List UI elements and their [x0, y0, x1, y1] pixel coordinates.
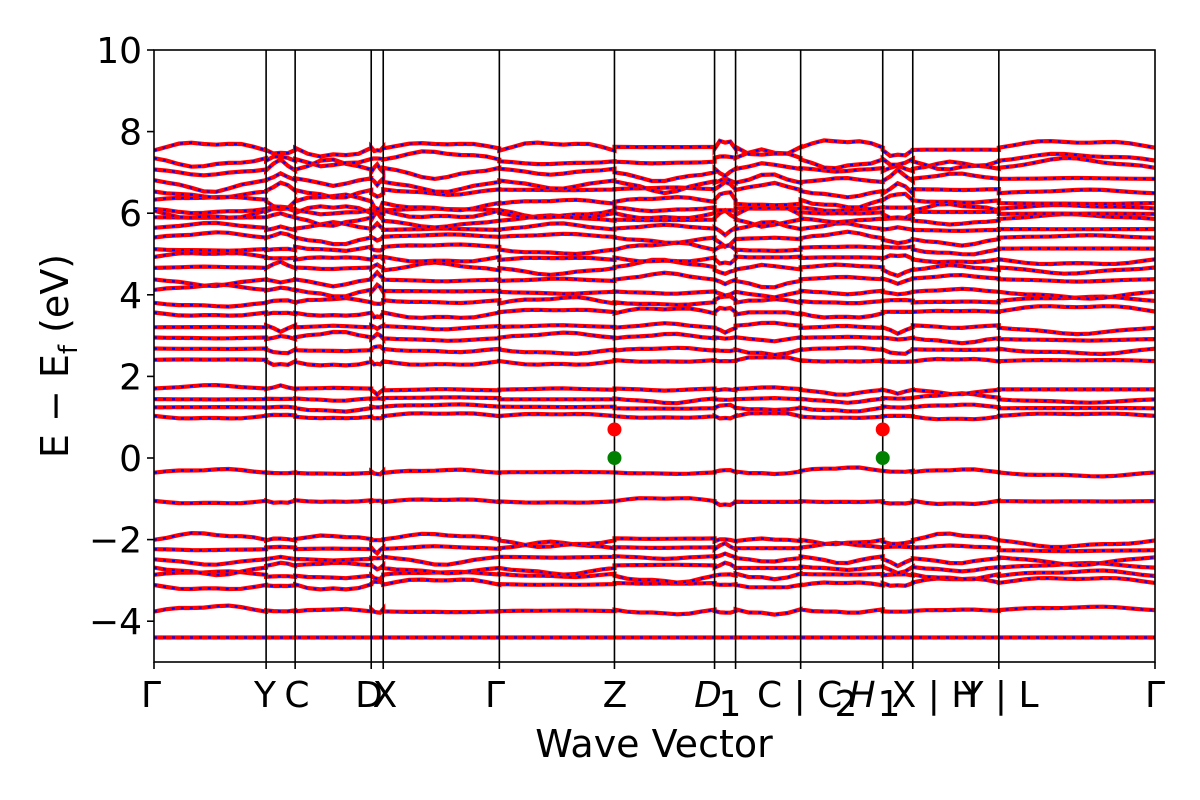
- cbm-marker-1: [875, 422, 890, 437]
- x-tick-label-gamma-1: Γ: [141, 675, 161, 716]
- band-line-blue-2: [153, 576, 1156, 591]
- band-line-blue-11: [153, 403, 1156, 413]
- y-tick-label-6: 8: [119, 113, 142, 154]
- band-line-red-20: [153, 281, 1156, 301]
- band-line-blue-15: [153, 345, 1156, 357]
- y-axis-label: E − Ef (eV): [33, 254, 84, 458]
- band-line-blue-9: [153, 466, 1156, 478]
- band-line-blue-7: [153, 531, 1156, 549]
- band-line-blue-14: [153, 356, 1156, 367]
- band-line-blue-21: [153, 270, 1156, 289]
- x-axis-ticks: Γ Y C D X Γ Z D 1 C | C 2 H 1 X | H Y | …: [141, 662, 1165, 725]
- band-line-blue-20: [153, 283, 1156, 300]
- y-tick-label-3: 2: [119, 357, 142, 398]
- band-line-blue-33: [153, 156, 1156, 183]
- band-line-red-7: [153, 530, 1156, 550]
- cbm-marker-0: [607, 422, 622, 437]
- x-tick-label-y-l: Y | L: [960, 675, 1038, 716]
- x-tick-label-y: Y: [253, 675, 277, 716]
- y-tick-label-1: −2: [89, 521, 142, 562]
- band-line-red-16: [153, 329, 1156, 346]
- x-tick-label-x-h: X | H: [892, 675, 979, 716]
- y-axis-label-unit: (eV): [33, 254, 77, 345]
- x-tick-label-gamma-2: Γ: [485, 675, 505, 716]
- band-line-red-19: [153, 294, 1156, 309]
- band-line-red-34: [153, 147, 1156, 172]
- band-line-blue-19: [153, 295, 1156, 308]
- bands-layer: [153, 138, 1156, 640]
- x-tick-label-x: X: [373, 675, 398, 716]
- band-line-blue-32: [153, 168, 1156, 195]
- band-line-blue-13: [153, 383, 1155, 397]
- x-tick-label-d1-subscript: 1: [719, 684, 742, 725]
- band-line-blue-1: [153, 604, 1156, 616]
- y-tick-label-7: 10: [96, 31, 142, 72]
- band-line-blue-10: [153, 412, 1156, 421]
- band-line-blue-27: [153, 208, 1156, 229]
- band-line-red-26: [153, 219, 1156, 238]
- band-line-blue-29: [153, 205, 1156, 220]
- band-line-blue-30: [153, 191, 1156, 212]
- band-line-red-18: [153, 304, 1156, 320]
- y-tick-label-5: 6: [119, 194, 142, 235]
- x-tick-label-z-h1: H: [848, 675, 875, 716]
- band-line-blue-6: [153, 540, 1156, 555]
- band-line-blue-28: [153, 202, 1156, 219]
- band-line-blue-5: [153, 552, 1156, 568]
- band-line-blue-25: [153, 230, 1156, 248]
- x-axis-label: Wave Vector: [535, 722, 773, 766]
- x-tick-label-c2-subscript: 2: [835, 684, 858, 725]
- band-line-red-17: [153, 320, 1156, 337]
- band-edge-markers: [607, 422, 890, 465]
- band-line-blue-4: [153, 561, 1156, 577]
- y-axis-label-main: E − E: [33, 354, 77, 458]
- y-tick-label-0: −4: [89, 602, 142, 643]
- x-tick-label-d1: D: [694, 675, 722, 716]
- band-line-blue-12: [153, 392, 1156, 405]
- band-line-red-3: [153, 568, 1156, 585]
- band-line-red-23: [153, 251, 1156, 267]
- vbm-marker-0: [607, 451, 622, 465]
- x-tick-label-c: C: [284, 675, 309, 716]
- plot-frame: [153, 49, 1156, 663]
- band-line-blue-35: [153, 139, 1156, 158]
- x-tick-label-h1-subscript: 1: [878, 684, 901, 725]
- x-tick-label-z: Z: [603, 675, 628, 716]
- x-tick-label-gamma-c-c2: C | C: [757, 675, 842, 716]
- vbm-marker-1: [875, 451, 890, 465]
- y-tick-label-4: 4: [119, 276, 142, 317]
- band-line-red-9: [153, 465, 1156, 479]
- band-line-blue-24: [153, 241, 1155, 256]
- x-tick-label-gamma-3: Γ: [1145, 675, 1165, 716]
- band-line-red-35: [153, 138, 1156, 159]
- band-line-blue-16: [153, 330, 1156, 345]
- band-line-red-24: [153, 240, 1155, 257]
- y-tick-label-2: 0: [119, 439, 142, 480]
- y-axis-label-subscript: f: [54, 344, 84, 354]
- kpath-vertical-lines: [265, 50, 1000, 662]
- band-line-blue-8: [153, 497, 1156, 507]
- y-axis-ticks: −4 −2 0 2 4 6 8 10: [89, 31, 154, 643]
- x-tick-label-d: D: [355, 675, 383, 716]
